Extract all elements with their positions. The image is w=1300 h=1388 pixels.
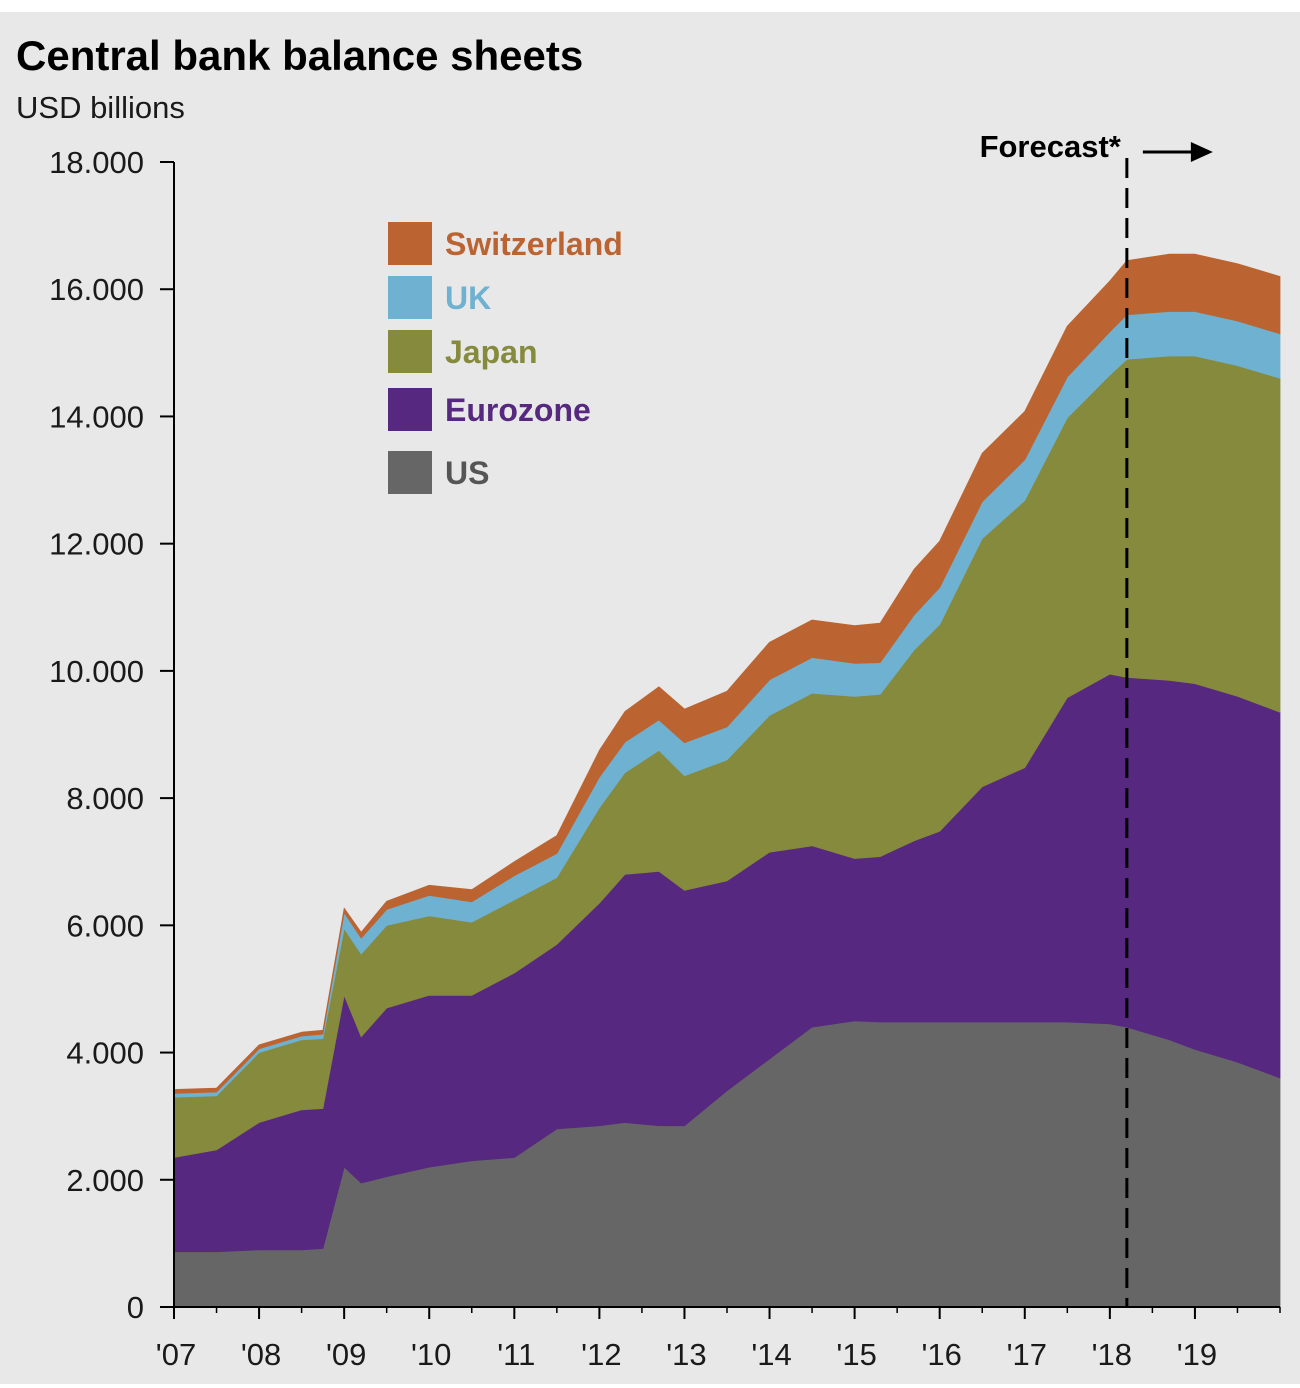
- legend-swatch-japan: [388, 330, 432, 373]
- y-tick-label: 12.000: [49, 527, 144, 562]
- x-tick-label: '10: [411, 1337, 451, 1372]
- y-tick-label: 2.000: [66, 1163, 144, 1198]
- legend-swatch-switzerland: [388, 222, 432, 265]
- legend-swatch-uk: [388, 276, 432, 319]
- area-switzerland: [173, 253, 1281, 1094]
- legend-label-us: US: [445, 455, 489, 491]
- legend-label-uk: UK: [445, 280, 491, 316]
- x-tick-label: '08: [241, 1337, 281, 1372]
- forecast-marker: Forecast*: [980, 129, 1213, 1307]
- y-tick-label: 0: [127, 1290, 144, 1325]
- y-tick-label: 16.000: [49, 272, 144, 307]
- x-tick-label: '07: [156, 1337, 196, 1372]
- x-tick-label: '17: [1007, 1337, 1047, 1372]
- legend-swatch-eurozone: [388, 388, 432, 431]
- x-tick-label: '13: [666, 1337, 706, 1372]
- legend-label-eurozone: Eurozone: [445, 392, 591, 428]
- legend-label-switzerland: Switzerland: [445, 226, 623, 262]
- y-tick-label: 18.000: [49, 145, 144, 180]
- legend-swatch-us: [388, 451, 432, 494]
- chart-title: Central bank balance sheets: [16, 32, 583, 79]
- x-tick-label: '16: [921, 1337, 961, 1372]
- y-tick-label: 4.000: [66, 1036, 144, 1071]
- x-tick-label: '14: [751, 1337, 791, 1372]
- y-tick-label: 8.000: [66, 781, 144, 816]
- forecast-arrow-icon: [1190, 142, 1213, 162]
- x-tick-label: '12: [581, 1337, 621, 1372]
- y-tick-label: 14.000: [49, 399, 144, 434]
- chart-subtitle: USD billions: [16, 90, 185, 125]
- y-tick-label: 10.000: [49, 654, 144, 689]
- legend: Switzerland UK Japan Eurozone US: [388, 222, 623, 494]
- x-tick-label: '11: [497, 1337, 535, 1372]
- axes: 0 2.000 4.000 6.000 8.000 10.000 12.000 14.000 1…: [49, 145, 1281, 1372]
- x-tick-label: '15: [836, 1337, 876, 1372]
- legend-label-japan: Japan: [445, 334, 537, 370]
- y-tick-label: 6.000: [66, 908, 144, 943]
- x-tick-label: '09: [326, 1337, 366, 1372]
- x-tick-label: '19: [1177, 1337, 1217, 1372]
- stacked-areas: [173, 253, 1281, 1308]
- x-tick-label: '18: [1092, 1337, 1132, 1372]
- forecast-label: Forecast*: [980, 129, 1122, 164]
